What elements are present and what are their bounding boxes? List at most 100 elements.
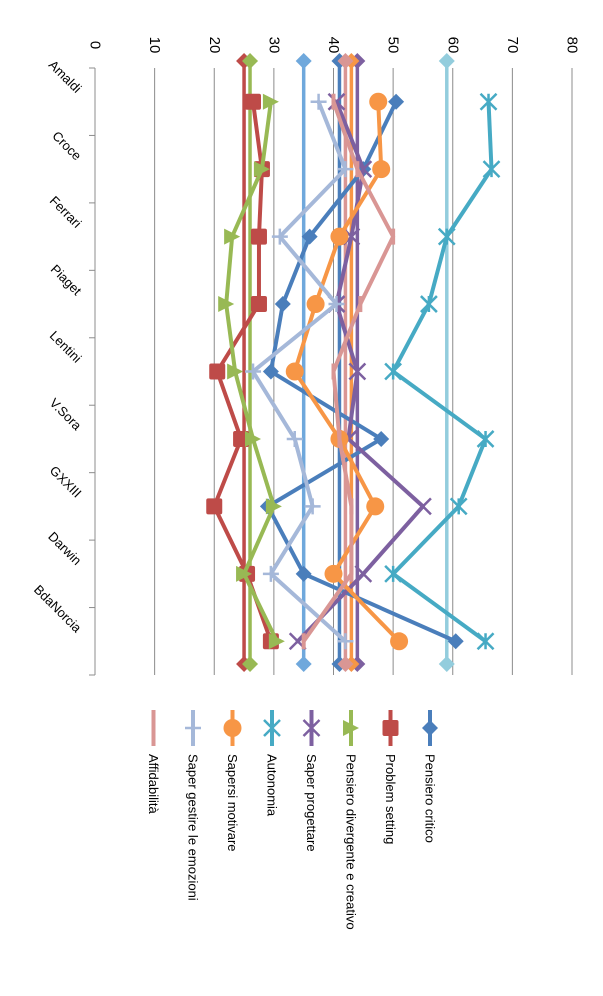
data-point: [245, 93, 262, 110]
data-point: [348, 362, 367, 381]
data-point: [476, 430, 495, 448]
data-point: [295, 656, 312, 672]
data-point: [420, 295, 438, 313]
data-point: [337, 656, 354, 672]
data-point: [262, 565, 279, 582]
value-axis-ticks: 0 10 20 30 40 50 60 70 80: [87, 37, 581, 54]
data-point: [224, 228, 241, 245]
data-point: [373, 430, 390, 447]
category-label: BdaNorcia: [31, 582, 85, 636]
data-point: [151, 720, 156, 736]
category-label: Amaldi: [46, 57, 85, 96]
data-point: [301, 633, 306, 650]
category-label: Piaget: [48, 261, 85, 298]
data-point: [271, 228, 288, 245]
category-label: Ferrari: [47, 193, 85, 231]
series-line: [384, 92, 501, 651]
series-line: [218, 93, 285, 650]
data-point: [390, 632, 409, 651]
legend-item: Saper gestire le emozioni: [185, 710, 201, 901]
legend-item: Problem setting: [382, 710, 399, 844]
data-point: [223, 719, 242, 737]
data-point: [268, 633, 285, 650]
legend-label: Pensiero critico: [423, 754, 438, 843]
data-point: [349, 565, 354, 582]
value-tick-label: 40: [325, 37, 342, 54]
data-point: [295, 565, 312, 582]
data-point: [250, 228, 267, 245]
data-point: [242, 53, 259, 69]
data-point: [438, 656, 455, 672]
data-point: [304, 498, 321, 515]
category-axis: [89, 67, 96, 676]
legend-item: Autonomia: [263, 710, 281, 817]
data-point: [330, 227, 349, 246]
data-point: [306, 295, 325, 314]
data-point: [265, 498, 282, 515]
legend-item: Saper progettare: [302, 710, 321, 852]
series-lines: [206, 92, 501, 651]
data-point: [206, 498, 223, 515]
data-point: [236, 565, 253, 582]
data-point: [262, 363, 279, 380]
data-point: [382, 720, 399, 736]
value-tick-label: 50: [385, 37, 402, 54]
data-point: [262, 93, 279, 110]
data-point: [482, 160, 501, 179]
data-point: [437, 227, 456, 246]
value-tick-label: 80: [564, 37, 581, 54]
series-line: [301, 93, 396, 650]
category-label: Lentini: [47, 328, 85, 366]
data-point: [388, 93, 405, 110]
legend-label: Problem setting: [383, 754, 398, 844]
data-point: [369, 92, 388, 111]
category-label: V.Sora: [47, 395, 85, 433]
legend-label: Pensiero divergente e creativo: [344, 754, 359, 930]
data-point: [372, 160, 391, 179]
data-point: [286, 430, 303, 447]
legend: Pensiero critico Problem setting Pensiero …: [146, 710, 438, 930]
legend-item: Sapersi motivare: [223, 710, 242, 852]
data-point: [479, 92, 498, 111]
data-point: [391, 228, 396, 245]
value-tick-label: 20: [206, 37, 223, 54]
data-point: [327, 92, 346, 111]
category-label: Croce: [49, 128, 84, 163]
data-point: [447, 633, 464, 650]
series-path: [301, 99, 396, 644]
value-tick-label: 70: [504, 37, 521, 54]
data-point: [253, 161, 270, 178]
data-point: [274, 296, 291, 313]
data-point: [185, 720, 201, 736]
data-point: [227, 363, 244, 380]
data-point: [366, 497, 385, 516]
legend-item: Pensiero divergente e creativo: [343, 710, 359, 930]
data-point: [384, 362, 403, 381]
data-point: [295, 53, 312, 69]
data-point: [384, 564, 403, 583]
legend-label: Sapersi motivare: [225, 754, 240, 852]
data-point: [337, 161, 354, 178]
value-tick-label: 10: [146, 37, 163, 54]
data-point: [209, 363, 226, 380]
data-point: [414, 497, 432, 516]
data-point: [422, 720, 438, 736]
legend-item: Pensiero critico: [422, 710, 438, 843]
data-point: [302, 719, 321, 737]
data-point: [263, 719, 281, 737]
series-line: [245, 93, 354, 650]
data-point: [337, 633, 354, 650]
value-tick-label: 30: [265, 37, 282, 54]
legend-label: Autonomia: [265, 754, 280, 817]
data-point: [349, 498, 354, 515]
data-point: [250, 296, 267, 313]
data-point: [310, 93, 327, 110]
data-point: [218, 296, 235, 313]
legend-label: Saper progettare: [304, 754, 319, 852]
data-point: [331, 93, 336, 110]
data-point: [337, 430, 342, 447]
legend-label: Affidabilità: [146, 754, 161, 815]
category-label: Darwin: [45, 529, 84, 568]
legend-item: Affidabilità: [146, 710, 161, 815]
data-point: [324, 564, 343, 583]
